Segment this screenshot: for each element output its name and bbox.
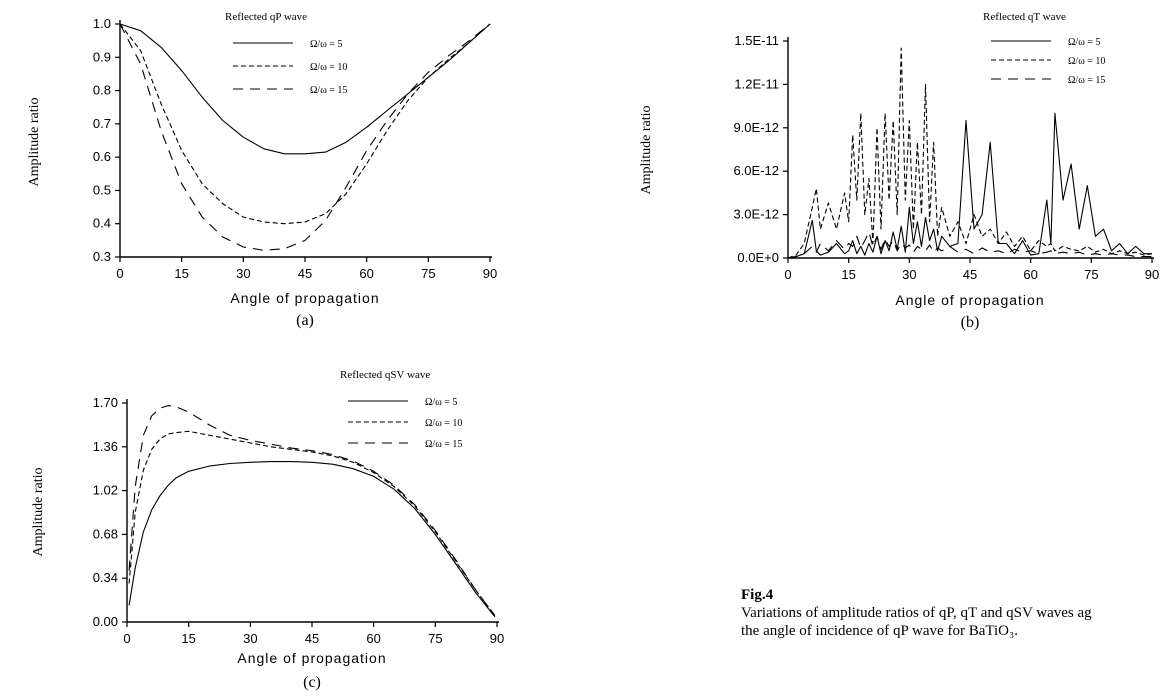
- y-axis-title: Amplitude ratio: [639, 105, 654, 194]
- legend: Reflected qP wave Ω/ω = 5 Ω/ω = 10 Ω/ω = 15: [225, 11, 347, 96]
- legend-entry-3: Ω/ω = 15: [310, 85, 347, 96]
- x-tick-label: 75: [421, 266, 435, 281]
- y-tick-label: 0.3: [93, 249, 111, 264]
- y-tick-label: 1.0: [93, 16, 111, 31]
- y-tick-label: 0.6: [93, 149, 111, 164]
- legend-entry-1: Ω/ω = 5: [1068, 37, 1100, 48]
- x-tick-label: 90: [483, 266, 497, 281]
- y-axis-title: Amplitude ratio: [27, 97, 42, 186]
- caption-line-1: Variations of amplitude ratios of qP, qT…: [741, 605, 1092, 621]
- y-tick-label: 0.0E+0: [737, 250, 779, 265]
- x-axis-title: Angle of propagation: [230, 290, 379, 306]
- x-tick-label: 60: [359, 266, 373, 281]
- panel-label: (b): [961, 314, 980, 331]
- legend-entry-3: Ω/ω = 15: [1068, 75, 1105, 86]
- x-tick-label: 90: [490, 631, 504, 646]
- legend-entry-2: Ω/ω = 10: [310, 62, 347, 73]
- caption-line-2: the angle of incidence of qP wave for Ba…: [741, 623, 1018, 639]
- y-tick-label: 0.4: [93, 216, 111, 231]
- x-tick-label: 60: [366, 631, 380, 646]
- series-line-3: [119, 23, 491, 251]
- y-tick-label: 1.02: [93, 483, 118, 498]
- y-tick-label: 0.8: [93, 83, 111, 98]
- y-tick-label: 3.0E-12: [733, 207, 779, 222]
- legend-entry-1: Ω/ω = 5: [310, 39, 342, 50]
- y-tick-label: 0.5: [93, 182, 111, 197]
- x-tick-label: 15: [841, 267, 855, 282]
- x-tick-label: 45: [963, 267, 977, 282]
- series-line-1: [128, 461, 496, 618]
- y-tick-label: 0.34: [93, 570, 118, 585]
- x-tick-label: 90: [1145, 267, 1159, 282]
- legend-entry-2: Ω/ω = 10: [1068, 56, 1105, 67]
- y-tick-label: 1.2E-11: [734, 76, 779, 91]
- chart-1: 0.3 0.4 0.5 0.6 0.7 0.8 0.9 1.0 0 15 30 45 60 75 90 Ang…: [27, 11, 497, 329]
- y-tick-label: 1.70: [93, 395, 118, 410]
- series-line-1: [119, 23, 491, 155]
- y-tick-label: 0.68: [93, 526, 118, 541]
- x-tick-label: 30: [902, 267, 916, 282]
- y-tick-label: 9.0E-12: [733, 120, 779, 135]
- y-tick-label: 0.9: [93, 49, 111, 64]
- series-line-2: [119, 23, 491, 225]
- legend-title: Reflected qP wave: [225, 11, 307, 23]
- legend-title: Reflected qT wave: [983, 11, 1066, 23]
- y-tick-label: 0.7: [93, 116, 111, 131]
- x-tick-label: 0: [123, 631, 130, 646]
- series-line-2: [128, 430, 496, 616]
- panel-label: (a): [296, 312, 314, 329]
- series-line-3: [128, 405, 496, 616]
- series-line-1: [787, 112, 1152, 259]
- x-tick-label: 15: [174, 266, 188, 281]
- x-tick-label: 60: [1023, 267, 1037, 282]
- x-tick-label: 45: [305, 631, 319, 646]
- x-tick-label: 15: [181, 631, 195, 646]
- x-tick-label: 0: [784, 267, 791, 282]
- chart-2: 0.0E+0 3.0E-12 6.0E-12 9.0E-12 1.2E-11 1.5E-1…: [639, 11, 1159, 331]
- legend-entry-3: Ω/ω = 15: [425, 439, 462, 450]
- x-tick-label: 75: [1084, 267, 1098, 282]
- series-line-2: [787, 47, 1153, 259]
- x-axis-title: Angle of propagation: [895, 292, 1044, 308]
- x-tick-label: 30: [243, 631, 257, 646]
- y-tick-label: 1.36: [93, 439, 118, 454]
- legend-entry-1: Ω/ω = 5: [425, 397, 457, 408]
- series-line-3: [787, 231, 1152, 259]
- legend: Reflected qT wave Ω/ω = 5 Ω/ω = 10 Ω/ω = 15: [983, 11, 1105, 86]
- chart-3: 0.00 0.34 0.68 1.02 1.36 1.70 0 15 30 45 60 75 90 Ang…: [31, 369, 504, 691]
- legend: Reflected qSV wave Ω/ω = 5 Ω/ω = 10 Ω/ω = 1…: [340, 369, 462, 450]
- y-axis-title: Amplitude ratio: [31, 467, 46, 556]
- y-tick-label: 1.5E-11: [734, 33, 779, 48]
- caption-fig-label: Fig.4: [741, 587, 774, 603]
- x-axis-title: Angle of propagation: [237, 650, 386, 666]
- legend-entry-2: Ω/ω = 10: [425, 418, 462, 429]
- figure-caption: Fig.4 Variations of amplitude ratios of …: [741, 586, 1167, 640]
- y-tick-label: 0.00: [93, 614, 118, 629]
- x-tick-label: 75: [428, 631, 442, 646]
- x-tick-label: 45: [298, 266, 312, 281]
- panel-label: (c): [303, 674, 321, 691]
- x-tick-label: 30: [236, 266, 250, 281]
- legend-title: Reflected qSV wave: [340, 369, 430, 381]
- x-tick-label: 0: [116, 266, 123, 281]
- y-tick-label: 6.0E-12: [733, 163, 779, 178]
